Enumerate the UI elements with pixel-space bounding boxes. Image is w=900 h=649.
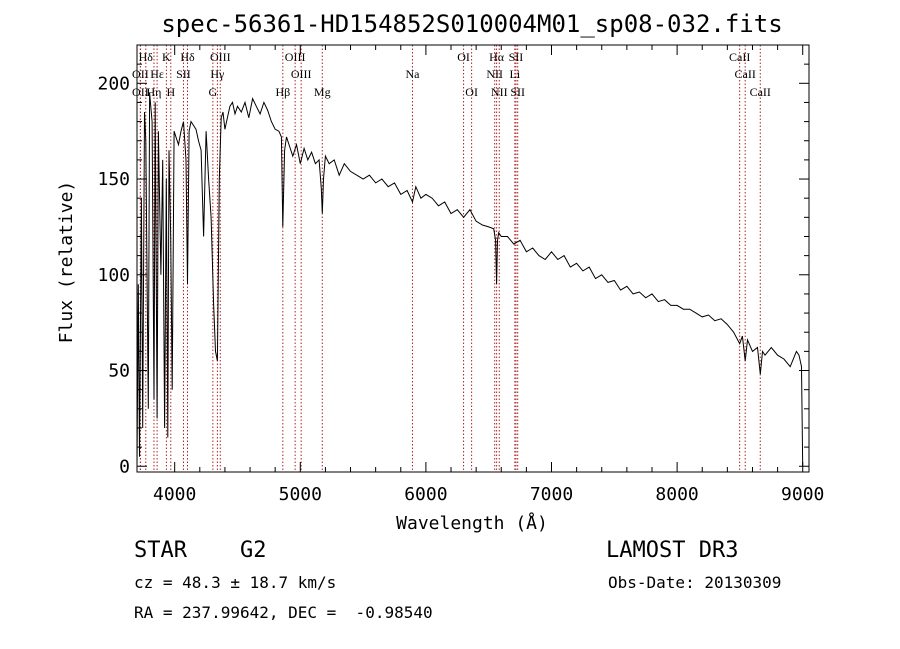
line-label: OIII (210, 50, 231, 64)
line-label: K (162, 50, 171, 64)
line-label: CaII (729, 50, 750, 64)
coordinates: RA = 237.99642, DEC = -0.98540 (134, 603, 433, 622)
line-label: Hε (150, 67, 164, 81)
line-markers (139, 45, 761, 472)
line-label: NII (486, 67, 503, 81)
line-label: OII (132, 67, 149, 81)
line-label: Hδ (139, 50, 154, 64)
line-label: SII (509, 50, 524, 64)
x-axis-ticks: 4000 5000 6000 7000 8000 9000 (153, 45, 824, 505)
y-axis-ticks: 0 50 100 150 200 (97, 63, 809, 477)
spectrum-line (136, 92, 804, 467)
line-label: Li (509, 67, 520, 81)
line-label: H (166, 85, 175, 99)
line-label: SII (176, 67, 191, 81)
object-subclass: G2 (240, 538, 267, 563)
line-label: OIII (285, 50, 306, 64)
line-label: CaII (750, 85, 771, 99)
x-tick-label: 9000 (781, 484, 824, 505)
line-label: Hη (146, 85, 161, 99)
x-tick-label: 5000 (279, 484, 322, 505)
line-label: OI (457, 50, 470, 64)
line-label: Hβ (275, 85, 290, 99)
line-label: Hγ (210, 67, 225, 81)
y-tick-label: 200 (97, 73, 130, 94)
plot-frame (136, 44, 810, 473)
y-tick-label: 150 (97, 169, 130, 190)
x-tick-label: 7000 (530, 484, 573, 505)
x-axis-label: Wavelength (Å) (396, 512, 548, 534)
line-label: G (209, 85, 218, 99)
line-label: NII (491, 85, 508, 99)
y-tick-label: 0 (119, 456, 130, 477)
observation-date: Obs-Date: 20130309 (608, 573, 782, 592)
y-axis-label: Flux (relative) (56, 181, 77, 344)
line-label: OIII (291, 67, 312, 81)
x-tick-label: 4000 (153, 484, 196, 505)
line-label: OII (132, 85, 149, 99)
chart-title: spec-56361-HD154852S010004M01_sp08-032.f… (161, 10, 782, 38)
x-tick-label: 8000 (655, 484, 698, 505)
x-tick-label: 6000 (404, 484, 447, 505)
redshift-cz: cz = 48.3 ± 18.7 km/s (134, 573, 337, 592)
line-label: SII (510, 85, 525, 99)
object-class: STAR (134, 538, 187, 563)
line-label: Mg (314, 85, 331, 99)
line-label: Hδ (180, 50, 195, 64)
y-tick-label: 100 (97, 265, 130, 286)
line-label: Na (405, 67, 420, 81)
line-label: CaII (735, 67, 756, 81)
line-label: Hα (489, 50, 505, 64)
line-label: OI (465, 85, 478, 99)
survey-name: LAMOST DR3 (606, 538, 739, 563)
y-tick-label: 50 (108, 361, 130, 382)
